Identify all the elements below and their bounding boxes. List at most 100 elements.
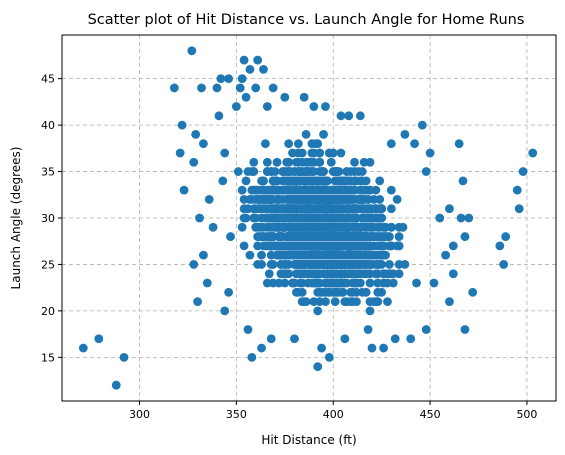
data-point xyxy=(195,213,204,223)
data-point xyxy=(326,157,336,167)
data-point xyxy=(386,185,396,195)
data-point xyxy=(193,297,203,307)
data-point xyxy=(299,92,309,102)
data-point xyxy=(315,232,325,241)
data-point xyxy=(319,260,328,269)
data-point xyxy=(247,195,257,204)
data-point xyxy=(371,269,381,279)
data-point xyxy=(268,83,278,93)
data-point xyxy=(280,269,290,279)
data-point xyxy=(375,176,385,186)
data-point xyxy=(243,167,253,176)
data-point xyxy=(324,222,334,232)
data-point xyxy=(458,176,468,186)
data-point xyxy=(346,167,356,176)
data-point xyxy=(202,278,212,288)
data-point xyxy=(384,260,394,269)
data-point xyxy=(262,278,272,288)
data-point xyxy=(512,185,522,195)
points-layer xyxy=(78,46,538,390)
data-point xyxy=(259,64,268,74)
data-point xyxy=(297,213,307,223)
data-point xyxy=(379,241,388,251)
data-point xyxy=(218,176,228,186)
data-point xyxy=(241,213,251,223)
data-point xyxy=(266,241,276,251)
data-point xyxy=(448,241,458,251)
data-point xyxy=(324,148,334,158)
data-point xyxy=(317,343,326,353)
data-point xyxy=(315,148,325,158)
data-point xyxy=(528,148,538,158)
data-point xyxy=(324,204,334,214)
data-point xyxy=(307,167,317,176)
data-point xyxy=(253,204,263,214)
data-point xyxy=(253,222,263,232)
data-point xyxy=(257,185,266,195)
data-point xyxy=(280,92,290,102)
data-point xyxy=(292,269,301,279)
x-tick-label: 300 xyxy=(129,408,150,421)
data-point xyxy=(495,241,505,251)
data-point xyxy=(313,362,323,372)
data-point xyxy=(417,120,427,130)
data-point xyxy=(189,260,199,269)
x-tick-label: 400 xyxy=(323,408,344,421)
data-point xyxy=(330,167,340,176)
data-point xyxy=(290,334,299,344)
data-point xyxy=(313,139,323,149)
data-point xyxy=(328,287,338,297)
data-point xyxy=(286,213,295,223)
data-point xyxy=(276,204,286,214)
data-point xyxy=(394,232,404,241)
data-point xyxy=(375,204,385,214)
data-point xyxy=(501,232,511,241)
data-point xyxy=(355,111,365,121)
data-point xyxy=(262,213,272,223)
data-point xyxy=(237,222,247,232)
data-point xyxy=(270,167,280,176)
data-point xyxy=(199,250,208,260)
data-point xyxy=(305,213,315,223)
data-point xyxy=(365,278,375,288)
data-point xyxy=(239,241,249,251)
data-point xyxy=(412,278,421,288)
data-point xyxy=(270,185,280,195)
data-point xyxy=(220,306,230,316)
data-point xyxy=(336,148,346,158)
data-point xyxy=(282,195,292,204)
data-point xyxy=(262,102,272,111)
data-point xyxy=(323,213,332,223)
data-point xyxy=(324,352,334,362)
data-point xyxy=(249,213,259,223)
data-point xyxy=(257,176,266,186)
data-point xyxy=(313,306,323,316)
data-point xyxy=(189,157,199,167)
data-point xyxy=(464,213,474,223)
data-point xyxy=(293,232,303,241)
data-point xyxy=(261,139,270,149)
data-point xyxy=(262,204,272,214)
data-point xyxy=(233,167,243,176)
data-point xyxy=(295,176,305,186)
data-point xyxy=(369,195,379,204)
data-point xyxy=(514,204,524,214)
data-point xyxy=(394,260,404,269)
data-point xyxy=(321,102,330,111)
data-point xyxy=(305,204,315,214)
data-point xyxy=(315,157,325,167)
data-point xyxy=(293,148,303,158)
x-axis-label: Hit Distance (ft) xyxy=(261,433,356,447)
data-point xyxy=(344,269,354,279)
data-point xyxy=(216,74,226,84)
data-point xyxy=(241,92,251,102)
data-point xyxy=(334,176,344,186)
data-point xyxy=(388,269,398,279)
data-point xyxy=(270,176,280,186)
data-point xyxy=(386,139,396,149)
data-point xyxy=(350,204,359,214)
data-point xyxy=(311,241,321,251)
data-point xyxy=(276,260,286,269)
data-point xyxy=(245,250,255,260)
